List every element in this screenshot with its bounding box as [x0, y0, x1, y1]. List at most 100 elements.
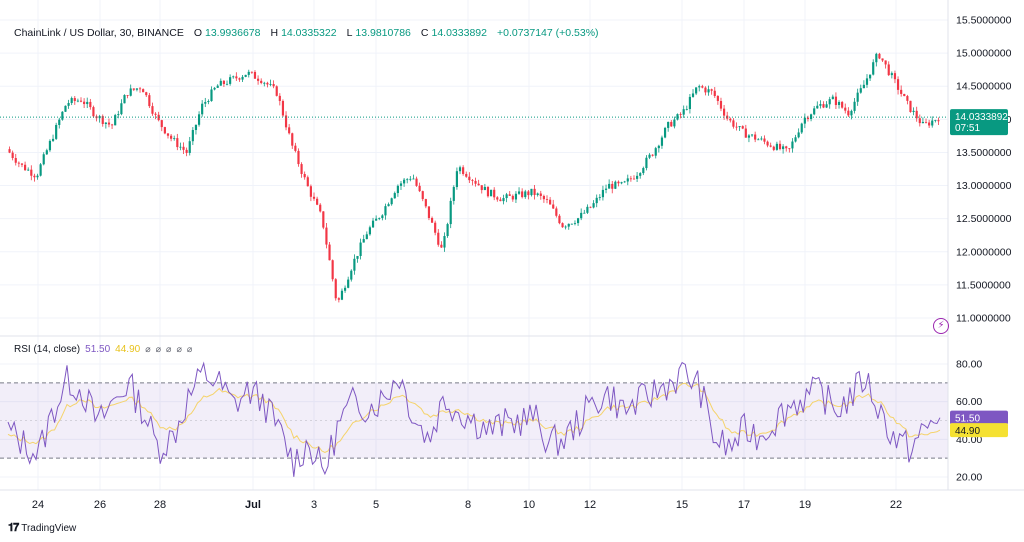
candle-body — [480, 185, 483, 191]
candle-body — [549, 199, 552, 205]
candle-body — [229, 77, 232, 84]
candle-body — [222, 80, 226, 85]
candle-body — [825, 104, 828, 108]
candle-body — [440, 244, 443, 248]
candle-body — [629, 178, 632, 180]
eye-icon[interactable]: ⌀ — [176, 344, 182, 354]
time-tick-label: 10 — [523, 499, 535, 511]
candle-body — [555, 208, 558, 216]
candle-body — [176, 138, 179, 148]
candle-body — [225, 83, 229, 85]
candle-body — [151, 106, 154, 114]
candle-body — [384, 206, 387, 216]
candle-body — [502, 198, 505, 202]
candle-body — [856, 92, 859, 102]
candle-body — [878, 53, 881, 59]
candle-body — [216, 85, 219, 88]
price-tick-label: 13.5000000 — [956, 147, 1012, 159]
tradingview-logo[interactable]: 𝟏𝟕 TradingView — [8, 522, 76, 535]
candle-body — [14, 158, 17, 163]
price-tick-label: 12.0000000 — [956, 246, 1012, 258]
candle-body — [45, 150, 48, 155]
high-value: 14.0335322 — [281, 27, 337, 39]
candle-body — [353, 258, 356, 271]
candle-body — [859, 88, 862, 93]
eye-icon[interactable]: ⌀ — [186, 344, 193, 354]
candle-body — [688, 96, 692, 110]
eye-icon[interactable]: ⌀ — [145, 344, 151, 354]
eye-icon[interactable]: ⌀ — [155, 344, 162, 354]
candle-body — [691, 93, 695, 97]
candle-body — [260, 80, 263, 83]
candle-body — [73, 98, 76, 102]
candle-body — [110, 124, 114, 126]
time-tick-label: 24 — [32, 499, 44, 511]
time-tick-label: 28 — [154, 499, 166, 511]
candle-body — [129, 88, 132, 96]
candle-body — [201, 103, 204, 115]
candle-body — [58, 119, 61, 125]
candle-body — [775, 143, 778, 150]
lightning-icon[interactable]: ⚡ — [933, 318, 949, 334]
candle-body — [387, 204, 390, 207]
close-label: C — [420, 27, 429, 39]
candle-body — [738, 126, 741, 128]
rsi-value-badge: 51.50 — [950, 410, 1008, 425]
rsi-legend[interactable]: RSI (14, close) 51.50 44.90 ⌀ ⌀ ⌀ ⌀ ⌀ — [14, 344, 192, 355]
candle-body — [465, 173, 468, 177]
candle-body — [837, 102, 841, 106]
time-tick-label: 19 — [799, 499, 811, 511]
eye-icon[interactable]: ⌀ — [166, 344, 172, 354]
candle-body — [179, 146, 182, 148]
candle-body — [253, 71, 257, 79]
price-axis[interactable]: 11.0000000 11.5000000 12.0000000 12.5000000… — [956, 15, 1012, 325]
candle-body — [934, 120, 937, 122]
candle-body — [452, 187, 455, 201]
candle-body — [816, 105, 819, 109]
rsi-title[interactable]: RSI (14, close) — [14, 344, 81, 355]
symbol-legend[interactable]: ChainLink / US Dollar, 30, BINANCE O 13.9… — [14, 27, 599, 39]
candle-body — [337, 298, 340, 300]
candle-body — [800, 123, 803, 133]
rsi-value-badge-text: 51.50 — [955, 414, 980, 425]
symbol-title[interactable]: ChainLink / US Dollar, 30, BINANCE — [14, 27, 184, 39]
candle-body — [334, 279, 337, 299]
candle-body — [698, 86, 701, 88]
candle-body — [881, 58, 884, 61]
candle-body — [608, 183, 611, 189]
candle-body — [67, 103, 70, 106]
candle-body — [250, 71, 253, 73]
candle-body — [782, 146, 785, 150]
candle-body — [232, 76, 235, 78]
candle-body — [757, 139, 760, 141]
candle-body — [70, 98, 73, 104]
candle-body — [853, 101, 856, 111]
candle-body — [238, 78, 241, 80]
tradingview-wordmark: TradingView — [21, 523, 77, 534]
candle-body — [915, 110, 918, 119]
candle-body — [493, 189, 496, 198]
change-value: +0.0737147 (+0.53%) — [496, 27, 599, 39]
candle-body — [545, 199, 549, 200]
candle-body — [552, 204, 555, 209]
candle-body — [350, 270, 353, 280]
candle-body — [368, 227, 372, 235]
candle-body — [424, 199, 427, 207]
time-tick-label: 15 — [676, 499, 688, 511]
candle-body — [924, 121, 928, 123]
candle-body — [589, 206, 592, 208]
candle-body — [117, 114, 120, 116]
candle-body — [266, 82, 269, 85]
time-tick-label: 5 — [373, 499, 379, 511]
price-tick-label: 14.5000000 — [956, 81, 1012, 93]
candle-body — [173, 138, 176, 139]
close-value: 14.0333892 — [431, 27, 487, 39]
candle-body — [524, 191, 527, 198]
candle-body — [409, 178, 412, 180]
time-axis[interactable]: 24 26 28 Jul 3 5 8 10 12 15 17 19 22 — [32, 499, 902, 511]
candle-body — [766, 141, 769, 146]
candle-body — [123, 95, 126, 104]
candle-body — [601, 189, 605, 198]
price-tick-label: 12.5000000 — [956, 213, 1012, 225]
